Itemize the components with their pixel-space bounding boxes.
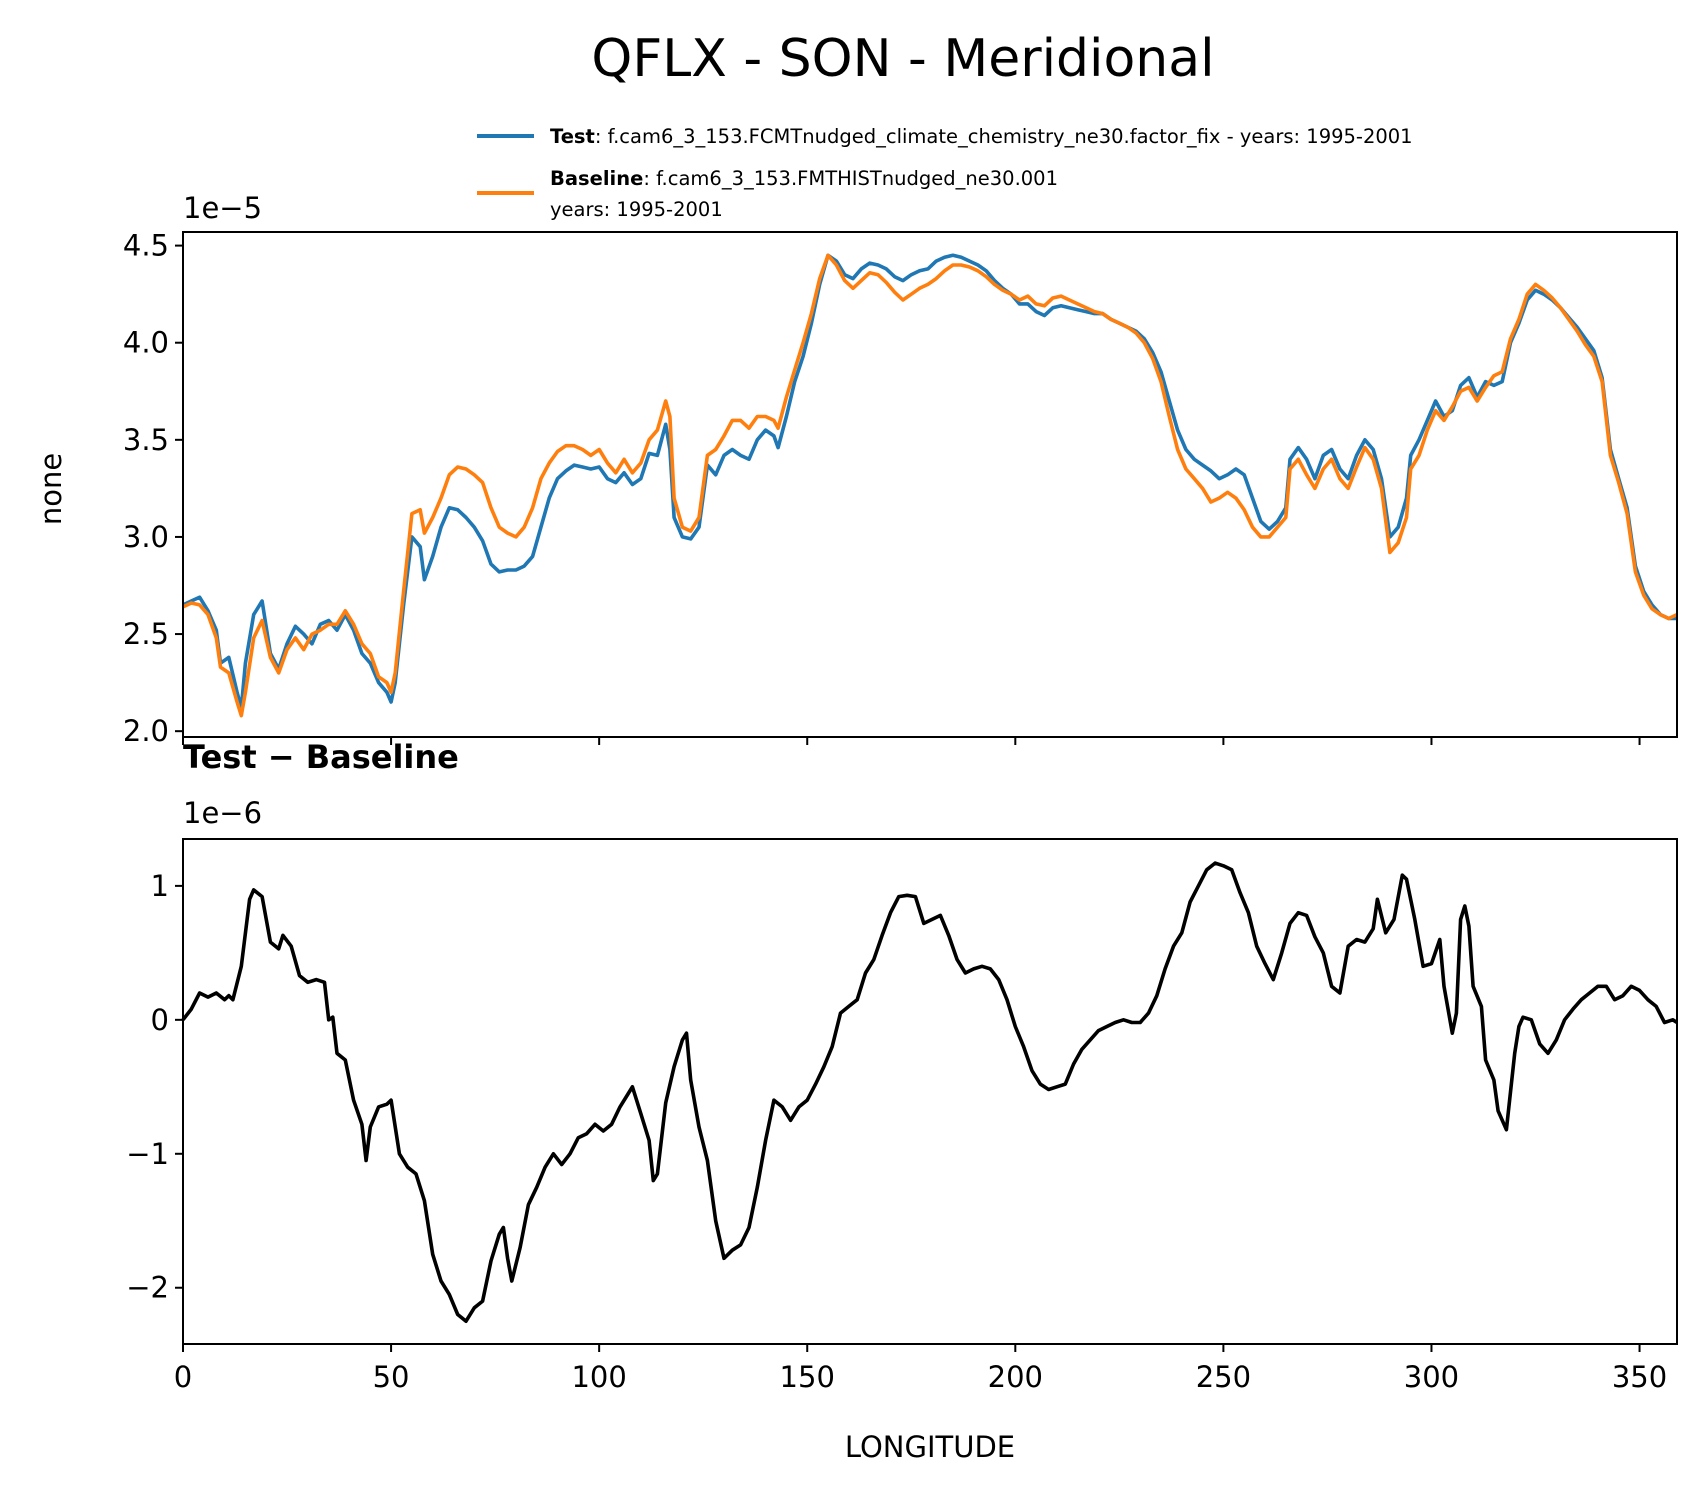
legend-baseline-years: years: 1995-2001: [550, 198, 723, 221]
x-tick-label: 50: [373, 1360, 410, 1394]
bottom-plot-frame: [182, 838, 1678, 1345]
x-tick-label: 200: [988, 1360, 1043, 1394]
y-tick-label: 4.5: [123, 229, 169, 263]
y-tick-label: 1: [151, 869, 169, 903]
y-tick-label: 4.0: [123, 326, 169, 360]
y-tick-label: 3.5: [123, 423, 169, 457]
top-offset-label: 1e−5: [183, 191, 262, 225]
test-series-line: [182, 253, 1677, 710]
top-y-ticks: 2.0 2.5 3.0 3.5 4.0 4.5: [123, 229, 183, 748]
y-tick-label: 0: [151, 1003, 169, 1037]
top-plot-frame: [182, 231, 1678, 738]
y-tick-label: −2: [126, 1271, 169, 1305]
x-tick-label: 100: [571, 1360, 626, 1394]
top-x-ticks: [182, 737, 1641, 745]
bottom-x-label: LONGITUDE: [845, 1430, 1015, 1464]
top-panel: 1e−5 2.0 2.5 3.0 3.5 4.0 4.5 none: [34, 191, 1678, 748]
difference-series-line: [181, 861, 1678, 1323]
bottom-offset-label: 1e−6: [183, 796, 262, 830]
legend: Test: f.cam6_3_153.FCMTnudged_climate_ch…: [477, 125, 1413, 221]
legend-baseline-label: Baseline: f.cam6_3_153.FMTHISTnudged_ne3…: [550, 167, 1058, 190]
chart-title: QFLX - SON - Meridional: [591, 29, 1214, 89]
y-tick-label: 3.0: [123, 520, 169, 554]
y-tick-label: 2.5: [123, 617, 169, 651]
legend-test-label: Test: f.cam6_3_153.FCMTnudged_climate_ch…: [550, 125, 1413, 148]
x-tick-label: 300: [1404, 1360, 1459, 1394]
bottom-panel-title: Test − Baseline: [183, 738, 459, 776]
y-tick-label: −1: [126, 1137, 169, 1171]
top-y-label: none: [34, 453, 68, 525]
top-series-group: [182, 253, 1678, 718]
x-tick-label: 250: [1196, 1360, 1251, 1394]
x-tick-label: 0: [174, 1360, 192, 1394]
bottom-series-group: [181, 861, 1678, 1323]
x-tick-label: 350: [1612, 1360, 1667, 1394]
bottom-y-ticks: −2 −1 0 1: [126, 869, 183, 1305]
baseline-series-line: [182, 253, 1678, 718]
y-tick-label: 2.0: [123, 714, 169, 748]
x-tick-label: 150: [780, 1360, 835, 1394]
bottom-x-ticks: 0 50 100 150 200 250 300 350: [174, 1344, 1667, 1394]
bottom-panel: Test − Baseline 1e−6 −2 −1 0 1 0 50 100 150 200…: [126, 738, 1678, 1464]
